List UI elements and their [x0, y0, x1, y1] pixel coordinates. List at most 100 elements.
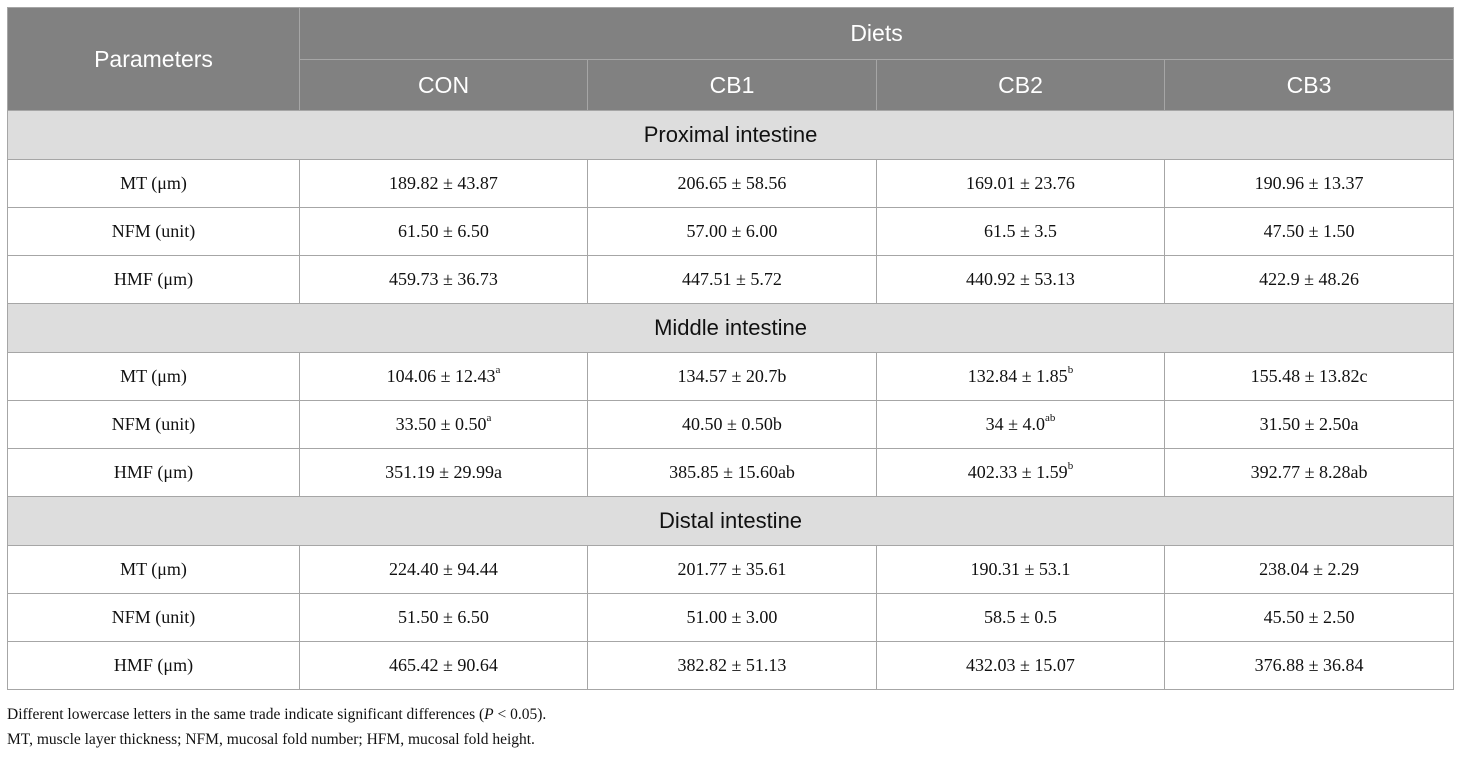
row-label: NFM (unit): [7, 593, 300, 642]
table-row: MT (μm) 189.82 ± 43.87 206.65 ± 58.56 169.0…: [7, 159, 1455, 208]
cell-value: 392.77 ± 8.28ab: [1250, 462, 1368, 482]
row-label: HMF (μm): [7, 641, 300, 690]
section-title: Distal intestine: [6, 496, 1455, 546]
table-cell: 132.84 ± 1.85b: [876, 352, 1165, 401]
table-cell: 224.40 ± 94.44: [299, 545, 588, 594]
header-cb2: CB2: [876, 59, 1165, 111]
table-row: NFM (unit) 33.50 ± 0.50a 40.50 ± 0.50b 34 ±…: [7, 400, 1455, 449]
table-cell: 189.82 ± 43.87: [299, 159, 588, 208]
table-row: MT (μm) 104.06 ± 12.43a 134.57 ± 20.7b 132.…: [7, 352, 1455, 401]
cell-value: 459.73 ± 36.73: [389, 269, 498, 289]
table-cell: 58.5 ± 0.5: [876, 593, 1165, 642]
header-parameters: Parameters: [7, 7, 300, 111]
cell-value: 206.65 ± 58.56: [677, 173, 787, 193]
cell-value: 465.42 ± 90.64: [389, 655, 498, 675]
cell-value: 422.9 ± 48.26: [1259, 269, 1359, 289]
cell-value: 40.50 ± 0.50b: [682, 414, 782, 434]
table-cell: 201.77 ± 35.61: [587, 545, 877, 594]
table-row: MT (μm) 224.40 ± 94.44 201.77 ± 35.61 190.3…: [7, 545, 1455, 594]
cell-value: 61.50 ± 6.50: [398, 221, 489, 241]
table-cell: 155.48 ± 13.82c: [1163, 352, 1455, 401]
cell-value: 169.01 ± 23.76: [966, 173, 1075, 193]
cell-value: 61.5 ± 3.5: [984, 221, 1057, 241]
table-footnotes: Different lowercase letters in the same …: [7, 702, 1453, 752]
table-cell: 432.03 ± 15.07: [876, 641, 1165, 690]
cell-value: 238.04 ± 2.29: [1259, 559, 1359, 579]
cell-value: 58.5 ± 0.5: [984, 607, 1057, 627]
cell-value: 33.50 ± 0.50: [395, 414, 487, 434]
cell-value: 57.00 ± 6.00: [686, 221, 778, 241]
table-cell: 61.50 ± 6.50: [299, 207, 588, 256]
significance-superscript: a: [486, 412, 492, 424]
table-cell: 61.5 ± 3.5: [876, 207, 1165, 256]
cell-value: 440.92 ± 53.13: [966, 269, 1075, 289]
cell-value: 190.96 ± 13.37: [1254, 173, 1364, 193]
table-cell: 376.88 ± 36.84: [1163, 641, 1455, 690]
cell-value: 190.31 ± 53.1: [970, 559, 1071, 579]
cell-value: 47.50 ± 1.50: [1263, 221, 1355, 241]
table-cell: 33.50 ± 0.50a: [299, 400, 588, 449]
cell-value: 104.06 ± 12.43: [386, 366, 496, 386]
cell-value: 31.50 ± 2.50a: [1259, 414, 1359, 434]
cell-value: 155.48 ± 13.82c: [1250, 366, 1368, 386]
cell-value: 132.84 ± 1.85: [967, 366, 1068, 386]
table-cell: 31.50 ± 2.50a: [1163, 400, 1455, 449]
table-cell: 385.85 ± 15.60ab: [587, 448, 877, 497]
table-cell: 402.33 ± 1.59b: [876, 448, 1165, 497]
data-table: Parameters Diets CON CB1 CB2 CB3 Proxima…: [6, 7, 1455, 690]
section-title: Middle intestine: [6, 303, 1455, 353]
cell-value: 224.40 ± 94.44: [389, 559, 498, 579]
row-label: HMF (μm): [7, 255, 300, 304]
significance-superscript: b: [1067, 460, 1074, 472]
table-cell: 51.00 ± 3.00: [587, 593, 877, 642]
table-row: HMF (μm) 459.73 ± 36.73 447.51 ± 5.72 440.9…: [7, 255, 1455, 304]
cell-value: 51.50 ± 6.50: [398, 607, 489, 627]
section-row-proximal-intestine: Proximal intestine: [6, 110, 1455, 160]
cell-value: 34 ± 4.0: [985, 414, 1045, 434]
footnote-p-threshold: < 0.05).: [493, 706, 547, 723]
table-body: Proximal intestine MT (μm) 189.82 ± 43.87 2…: [6, 110, 1455, 690]
significance-superscript: a: [495, 364, 501, 376]
row-label: MT (μm): [7, 545, 300, 594]
row-label: NFM (unit): [7, 207, 300, 256]
table-cell: 45.50 ± 2.50: [1163, 593, 1455, 642]
cell-value: 385.85 ± 15.60ab: [669, 462, 795, 482]
table-row: NFM (unit) 61.50 ± 6.50 57.00 ± 6.00 61.5 ±…: [7, 207, 1455, 256]
table-row: HMF (μm) 465.42 ± 90.64 382.82 ± 51.13 432.…: [7, 641, 1455, 690]
table-cell: 34 ± 4.0ab: [876, 400, 1165, 449]
table-cell: 392.77 ± 8.28ab: [1163, 448, 1455, 497]
significance-superscript: ab: [1045, 412, 1056, 424]
cell-value: 432.03 ± 15.07: [966, 655, 1075, 675]
table-cell: 238.04 ± 2.29: [1163, 545, 1455, 594]
table-cell: 447.51 ± 5.72: [587, 255, 877, 304]
table-cell: 51.50 ± 6.50: [299, 593, 588, 642]
cell-value: 189.82 ± 43.87: [389, 173, 498, 193]
cell-value: 447.51 ± 5.72: [682, 269, 782, 289]
table-cell: 57.00 ± 6.00: [587, 207, 877, 256]
cell-value: 351.19 ± 29.99a: [385, 462, 502, 482]
header-con: CON: [299, 59, 588, 111]
table-header: Parameters Diets CON CB1 CB2 CB3: [7, 7, 1455, 111]
table-cell: 40.50 ± 0.50b: [587, 400, 877, 449]
row-label: MT (μm): [7, 352, 300, 401]
table-row: HMF (μm) 351.19 ± 29.99a 385.85 ± 15.60ab 4…: [7, 448, 1455, 497]
row-label: HMF (μm): [7, 448, 300, 497]
table-cell: 351.19 ± 29.99a: [299, 448, 588, 497]
table-cell: 382.82 ± 51.13: [587, 641, 877, 690]
table-cell: 169.01 ± 23.76: [876, 159, 1165, 208]
cell-value: 376.88 ± 36.84: [1254, 655, 1364, 675]
table-cell: 190.96 ± 13.37: [1163, 159, 1455, 208]
footnote-abbreviations: MT, muscle layer thickness; NFM, mucosal…: [7, 731, 535, 748]
header-cb1: CB1: [587, 59, 877, 111]
cell-value: 45.50 ± 2.50: [1263, 607, 1355, 627]
table-cell: 190.31 ± 53.1: [876, 545, 1165, 594]
cell-value: 382.82 ± 51.13: [677, 655, 787, 675]
table-cell: 465.42 ± 90.64: [299, 641, 588, 690]
row-label: NFM (unit): [7, 400, 300, 449]
row-label: MT (μm): [7, 159, 300, 208]
table-cell: 440.92 ± 53.13: [876, 255, 1165, 304]
header-cb3: CB3: [1163, 59, 1455, 111]
section-title: Proximal intestine: [6, 110, 1455, 160]
header-diets: Diets: [298, 7, 1455, 60]
footnote-p-symbol: P: [484, 706, 494, 723]
